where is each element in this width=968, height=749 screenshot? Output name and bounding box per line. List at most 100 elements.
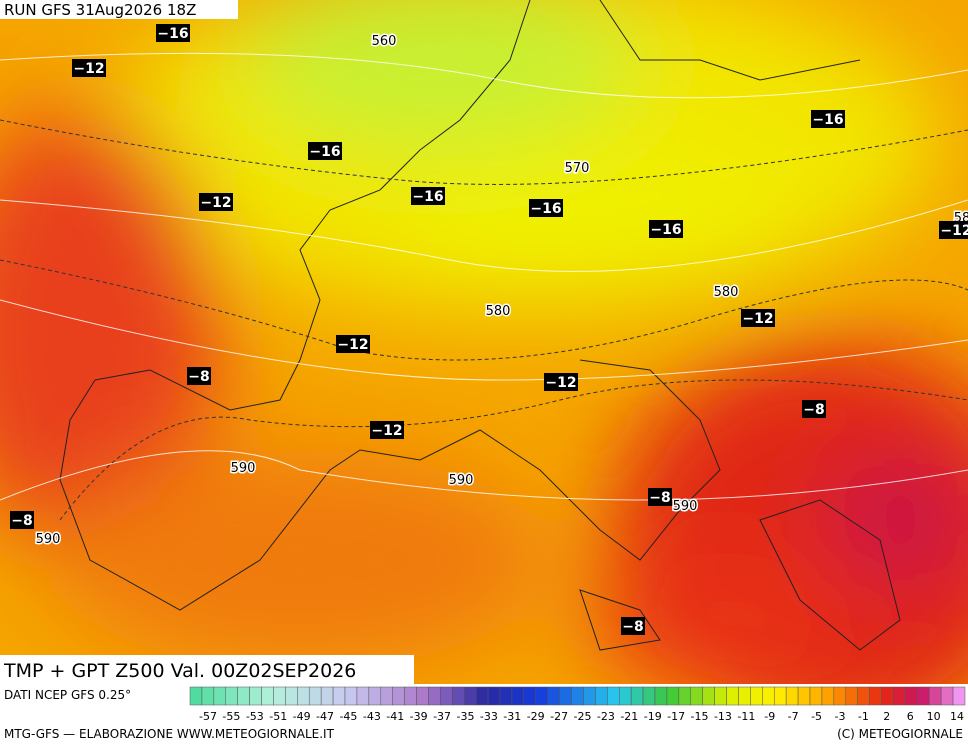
scale-label: -23: [597, 710, 615, 723]
color-swatch: [368, 686, 382, 706]
temp-label: −12: [73, 61, 104, 77]
color-scale: -57 -55 -53 -51 -49 -47 -45 -43 -41 -39 -37 -35 -33-…: [189, 686, 966, 723]
color-swatch: [404, 686, 417, 706]
scale-label: -55: [222, 710, 240, 723]
footer-left: MTG-GFS — ELABORAZIONE WWW.METEOGIORNALE…: [4, 727, 335, 741]
color-swatch: [809, 686, 823, 706]
color-swatch: [940, 686, 954, 706]
temp-label: −12: [742, 311, 773, 327]
temp-label: −8: [188, 369, 209, 385]
color-swatch: [654, 686, 668, 706]
temp-label: −12: [545, 375, 576, 391]
run-box: [0, 0, 238, 19]
temp-label-box: [370, 421, 404, 439]
color-swatch: [463, 686, 477, 706]
temp-label-box: [10, 511, 34, 529]
color-swatch: [618, 686, 632, 706]
scale-label: -47: [316, 710, 334, 723]
scale-label: -1: [858, 710, 869, 723]
color-swatch: [511, 686, 525, 706]
temp-label-box: [336, 335, 370, 353]
color-swatch: [225, 686, 238, 706]
color-swatch: [201, 686, 215, 706]
temp-label: −12: [371, 423, 402, 439]
scale-label: -43: [363, 710, 381, 723]
gpt-label: 560: [372, 34, 397, 49]
color-swatch: [726, 686, 739, 706]
color-swatch: [189, 686, 203, 706]
temp-label: −8: [11, 513, 32, 529]
color-swatch: [773, 686, 787, 706]
color-swatch: [905, 686, 918, 706]
color-swatch: [714, 686, 727, 706]
color-swatch: [213, 686, 227, 706]
color-swatch: [285, 686, 298, 706]
color-swatch: [428, 686, 441, 706]
color-swatch: [797, 686, 811, 706]
scale-label: -7: [788, 710, 799, 723]
temp-label: −8: [649, 490, 670, 506]
scale-label: -41: [386, 710, 404, 723]
title-box: [0, 655, 414, 684]
scale-label: 10: [927, 710, 941, 723]
temp-label-box: [156, 24, 190, 42]
scale-label: -11: [737, 710, 755, 723]
scale-label: -31: [503, 710, 521, 723]
temp-label-box: [199, 193, 233, 211]
scale-label: -33: [480, 710, 498, 723]
run-label: RUN GFS 31Aug2026 18Z: [4, 1, 196, 19]
color-swatch: [607, 686, 620, 706]
color-swatch: [666, 686, 680, 706]
color-swatch: [332, 686, 346, 706]
scale-label: -51: [269, 710, 287, 723]
color-swatch: [535, 686, 548, 706]
color-swatch: [308, 686, 322, 706]
temp-label: −16: [309, 144, 340, 160]
scale-label: -19: [644, 710, 662, 723]
gpt-label: 590: [36, 532, 61, 547]
color-swatch: [392, 686, 405, 706]
scale-label: 14: [950, 710, 964, 723]
temp-label-box: [411, 187, 445, 205]
scale-label: -39: [410, 710, 428, 723]
temp-label-box: [529, 199, 563, 217]
color-swatch: [928, 686, 942, 706]
scale-label: -37: [433, 710, 451, 723]
color-swatch: [273, 686, 286, 706]
color-swatch: [237, 686, 250, 706]
footer-right: (C) METEOGIORNALE: [837, 727, 963, 741]
temp-label: −16: [530, 201, 561, 217]
temp-label-box: [72, 59, 106, 77]
color-swatch: [690, 686, 703, 706]
scale-label: -53: [246, 710, 264, 723]
color-swatch: [499, 686, 513, 706]
color-swatch: [344, 686, 358, 706]
temp-label-box: [741, 309, 775, 327]
color-swatch: [559, 686, 572, 706]
color-swatch: [857, 686, 870, 706]
scale-label: -29: [527, 710, 545, 723]
scale-label: -21: [620, 710, 638, 723]
scale-label: -3: [834, 710, 845, 723]
temp-label: −8: [622, 619, 643, 635]
color-swatch: [595, 686, 608, 706]
color-swatch: [356, 686, 370, 706]
color-swatch: [475, 686, 489, 706]
color-swatch: [785, 686, 799, 706]
color-swatch: [821, 686, 835, 706]
color-swatch: [416, 686, 429, 706]
temp-label: −12: [337, 337, 368, 353]
color-swatch: [630, 686, 644, 706]
scale-label: -49: [293, 710, 311, 723]
scale-label: -35: [456, 710, 474, 723]
temp-label-box: [544, 373, 578, 391]
temp-label-box: [939, 221, 968, 239]
scale-label: 2: [883, 710, 890, 723]
color-swatch: [678, 686, 692, 706]
temp-label-box: [811, 110, 845, 128]
temp-label: −16: [157, 26, 188, 42]
gpt-label: 590: [449, 473, 474, 488]
